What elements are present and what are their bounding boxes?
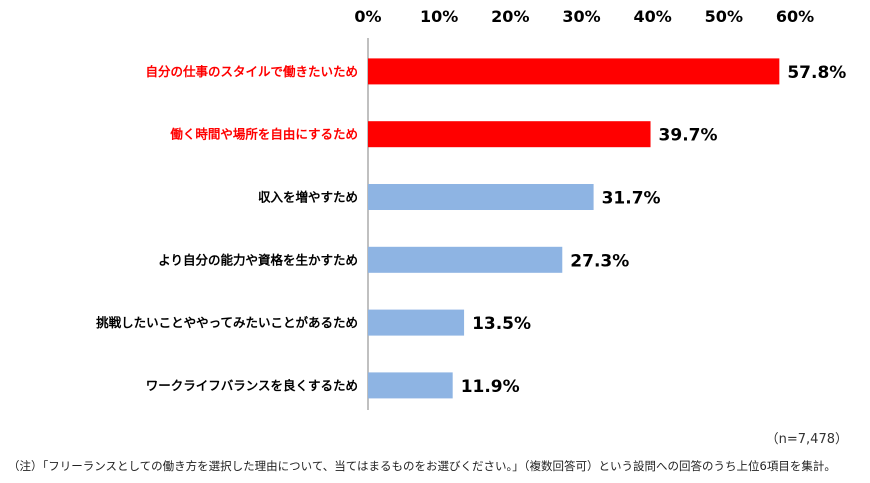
bar: [368, 309, 465, 336]
data-label: 11.9%: [461, 377, 520, 397]
footnote: （注）「フリーランスとしての働き方を選択した理由について、当てはまるものをお選び…: [8, 459, 836, 473]
data-label: 57.8%: [787, 63, 846, 83]
bar: [368, 246, 563, 273]
category-label: 働く時間や場所を自由にするため: [169, 127, 358, 142]
x-tick-label: 10%: [420, 7, 458, 26]
bar: [368, 184, 594, 210]
x-tick-label: 30%: [562, 7, 600, 26]
sample-size-note: （n=7,478）: [765, 432, 848, 447]
category-label: 収入を増やすため: [258, 190, 358, 205]
category-label: 挑戦したいことややってみたいことがあるため: [96, 315, 358, 330]
data-label: 31.7%: [602, 189, 661, 209]
data-label: 39.7%: [659, 126, 718, 146]
x-tick-label: 20%: [491, 7, 529, 26]
x-tick-label: 60%: [776, 7, 814, 26]
x-tick-label: 0%: [354, 7, 381, 26]
x-tick-label: 40%: [634, 7, 672, 26]
bar: [368, 121, 651, 148]
data-label: 27.3%: [570, 251, 629, 271]
x-tick-label: 50%: [705, 7, 743, 26]
data-label: 13.5%: [472, 314, 531, 334]
category-label: ワークライフバランスを良くするため: [146, 378, 358, 393]
category-label: 自分の仕事のスタイルで働きたいため: [145, 64, 358, 79]
bar-chart: 0% 10% 20% 30% 40% 50% 60% 自分の仕事のスタイルで働きたいため 57.…: [96, 7, 846, 410]
bar: [368, 58, 780, 85]
bar: [368, 372, 453, 399]
category-label: より自分の能力や資格を生かすため: [158, 252, 358, 267]
